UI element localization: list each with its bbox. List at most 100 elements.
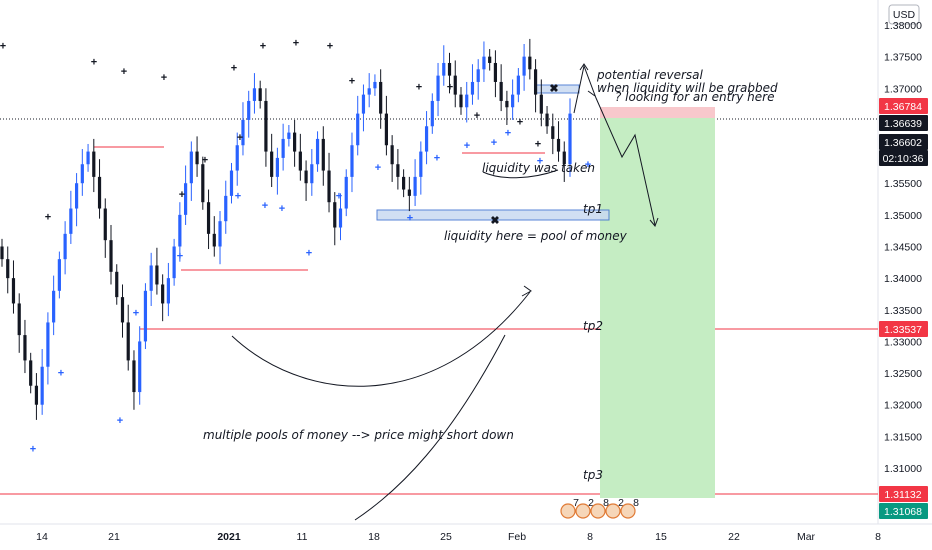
candle-body: [430, 100, 434, 127]
swing-low-marker: +: [491, 137, 497, 149]
x-tick-label: 8: [587, 531, 593, 543]
take-profit-zone[interactable]: [600, 118, 715, 498]
candle-body: [247, 100, 251, 120]
x-tick-label: 15: [655, 531, 667, 543]
candle-body: [6, 259, 10, 279]
x-tick-label: 8: [875, 531, 881, 543]
y-tick-label: 1.32500: [884, 368, 922, 380]
candle-body: [241, 119, 245, 146]
candle-body: [321, 138, 325, 171]
candle-body: [34, 385, 39, 405]
swing-markers: + + + + + + + + + + + + + + + + + + + + + + + + + + + + + + + + + + + +: [0, 37, 591, 455]
candle-body: [447, 62, 452, 76]
swing-low-marker: +: [30, 444, 36, 456]
y-tick-label: 1.33000: [884, 336, 922, 348]
candle-body: [201, 164, 205, 203]
currency-badge[interactable]: [888, 4, 920, 25]
swing-low-marker: +: [505, 127, 511, 139]
swing-high-marker: +: [517, 116, 523, 128]
candle-body: [63, 233, 67, 260]
label-tp1: tp1: [583, 202, 603, 216]
candle-body: [379, 81, 383, 114]
swing-low-marker: +: [585, 159, 591, 171]
swing-high-marker: +: [293, 37, 299, 49]
candle-body: [57, 259, 61, 291]
event-badge-count: 2: [618, 497, 624, 509]
note-potential-reversal: potential reversal: [596, 68, 704, 82]
candle-body: [29, 360, 33, 386]
liquidity-pool-box[interactable]: [376, 209, 610, 221]
candle-body: [103, 208, 107, 241]
candle-body: [11, 278, 16, 304]
candle-body: [338, 208, 343, 228]
candle-body: [126, 322, 130, 361]
swing-low-marker: +: [336, 191, 342, 203]
price-tag-label: 1.31068: [884, 506, 922, 518]
candle-body: [109, 240, 113, 272]
candle-body: [143, 290, 148, 342]
candle-body: [304, 170, 308, 184]
candle-body: [373, 81, 377, 89]
event-badge: 2: [605, 497, 624, 519]
candle-body: [138, 341, 142, 393]
swing-low-marker: +: [537, 156, 543, 168]
annotation-drawings[interactable]: [231, 63, 659, 521]
candle-body: [499, 81, 503, 101]
candle-body: [206, 202, 211, 234]
y-tick-label: 1.34500: [884, 242, 922, 254]
candle-body: [115, 271, 119, 298]
stop-loss-zone[interactable]: [600, 107, 715, 118]
candle-body: [505, 100, 509, 108]
cross-marker: ✖: [549, 83, 558, 95]
swing-low-marker: +: [464, 140, 470, 152]
curve-arrow-head: [521, 285, 532, 297]
candle-body: [424, 126, 429, 152]
candle-body: [413, 176, 417, 196]
swing-high-marker: +: [121, 66, 127, 78]
candle-body: [402, 176, 406, 190]
candlestick-series[interactable]: [0, 38, 572, 420]
swing-high-marker: +: [474, 110, 480, 122]
swing-high-marker: +: [349, 75, 355, 87]
swing-high-marker: +: [91, 56, 97, 68]
cross-marker: ✖: [490, 215, 499, 227]
candle-body: [442, 62, 446, 76]
x-tick-label: 2021: [217, 531, 241, 543]
event-badge: 7: [560, 497, 579, 519]
event-badge: 8: [590, 497, 609, 519]
price-tag: 1.36602: [879, 134, 928, 150]
price-tag: 1.36639: [879, 115, 928, 131]
candle-body: [189, 151, 193, 184]
candle-body: [493, 62, 498, 82]
price-tag: 02:10:36: [879, 150, 928, 166]
event-badge-count: 8: [633, 497, 639, 509]
candle-body: [568, 113, 572, 165]
y-tick-label: 1.37500: [884, 52, 922, 64]
x-tick-label: Mar: [797, 531, 816, 543]
candle-body: [218, 221, 222, 247]
price-tag: 1.33537: [879, 321, 928, 337]
candle-body: [533, 69, 538, 95]
y-tick-label: 1.38000: [884, 20, 922, 32]
pointer-line: [587, 90, 596, 97]
candle-body: [556, 138, 561, 152]
candle-body: [287, 132, 291, 139]
candle-body: [562, 151, 566, 165]
swing-low-marker: +: [177, 251, 183, 263]
swing-high-marker: +: [535, 139, 541, 151]
candle-body: [315, 138, 320, 165]
x-tick-label: 21: [108, 531, 120, 543]
candle-body: [40, 366, 44, 405]
swing-high-marker: +: [202, 154, 208, 166]
candle-body: [356, 113, 360, 146]
candle-body: [465, 94, 469, 108]
candle-body: [17, 303, 21, 336]
candle-body: [172, 246, 176, 279]
candle-body: [229, 170, 234, 196]
note-liquidity-pool: liquidity here = pool of money: [444, 229, 628, 243]
note-liquidity-taken: liquidity was taken: [482, 161, 595, 175]
candle-body: [0, 246, 4, 260]
price-tag-label: 02:10:36: [883, 153, 924, 165]
